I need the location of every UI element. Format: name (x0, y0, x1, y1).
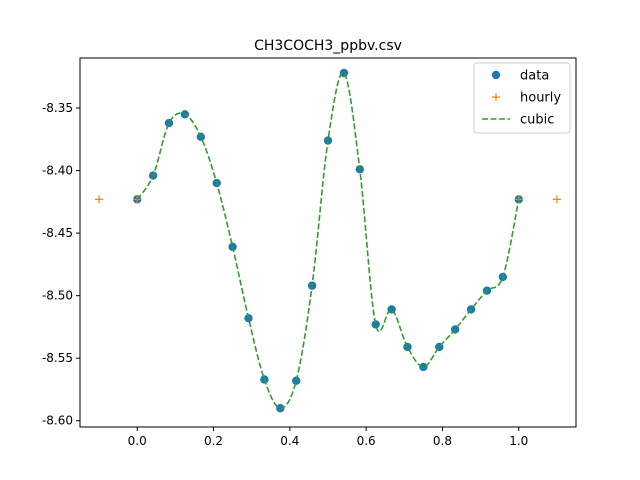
data-point-hourly (95, 195, 104, 204)
x-tick-label: 1.0 (509, 434, 528, 448)
series-line-cubic (136, 72, 520, 410)
data-point-data (292, 376, 301, 385)
y-tick-label: -8.55 (42, 351, 73, 365)
data-point-data (419, 362, 428, 372)
axes-frame (79, 57, 577, 428)
plot-area (95, 68, 561, 413)
y-tick-label: -8.60 (42, 414, 73, 428)
legend: data hourly cubic (473, 62, 571, 134)
legend-marker-hourly (492, 93, 500, 101)
x-tick-label: 0.4 (280, 434, 299, 448)
data-point-hourly (552, 195, 561, 204)
x-tick-label: 0.6 (357, 434, 376, 448)
data-point-data (371, 320, 380, 329)
legend-marker-data (491, 70, 501, 80)
x-tick-label: 0.2 (204, 434, 223, 448)
y-tick-label: -8.45 (42, 226, 73, 240)
legend-label-data: data (520, 69, 549, 84)
x-tick-label: 0.0 (128, 434, 147, 448)
legend-label-hourly: hourly (520, 91, 561, 106)
y-tick-label: -8.50 (42, 289, 73, 303)
legend-frame (473, 62, 571, 134)
y-tick-label: -8.35 (42, 101, 73, 115)
legend-label-cubic: cubic (520, 113, 554, 128)
x-tick-label: 0.8 (433, 434, 452, 448)
y-tick-label: -8.40 (42, 164, 73, 178)
chart-title: CH3COCH3_ppbv.csv (254, 38, 402, 54)
data-point-data (164, 118, 174, 128)
y-axis: -8.60 -8.55 -8.50 -8.45 -8.40 -8.35 (42, 101, 80, 428)
x-axis: 0.0 0.2 0.4 0.6 0.8 1.0 (128, 427, 528, 448)
